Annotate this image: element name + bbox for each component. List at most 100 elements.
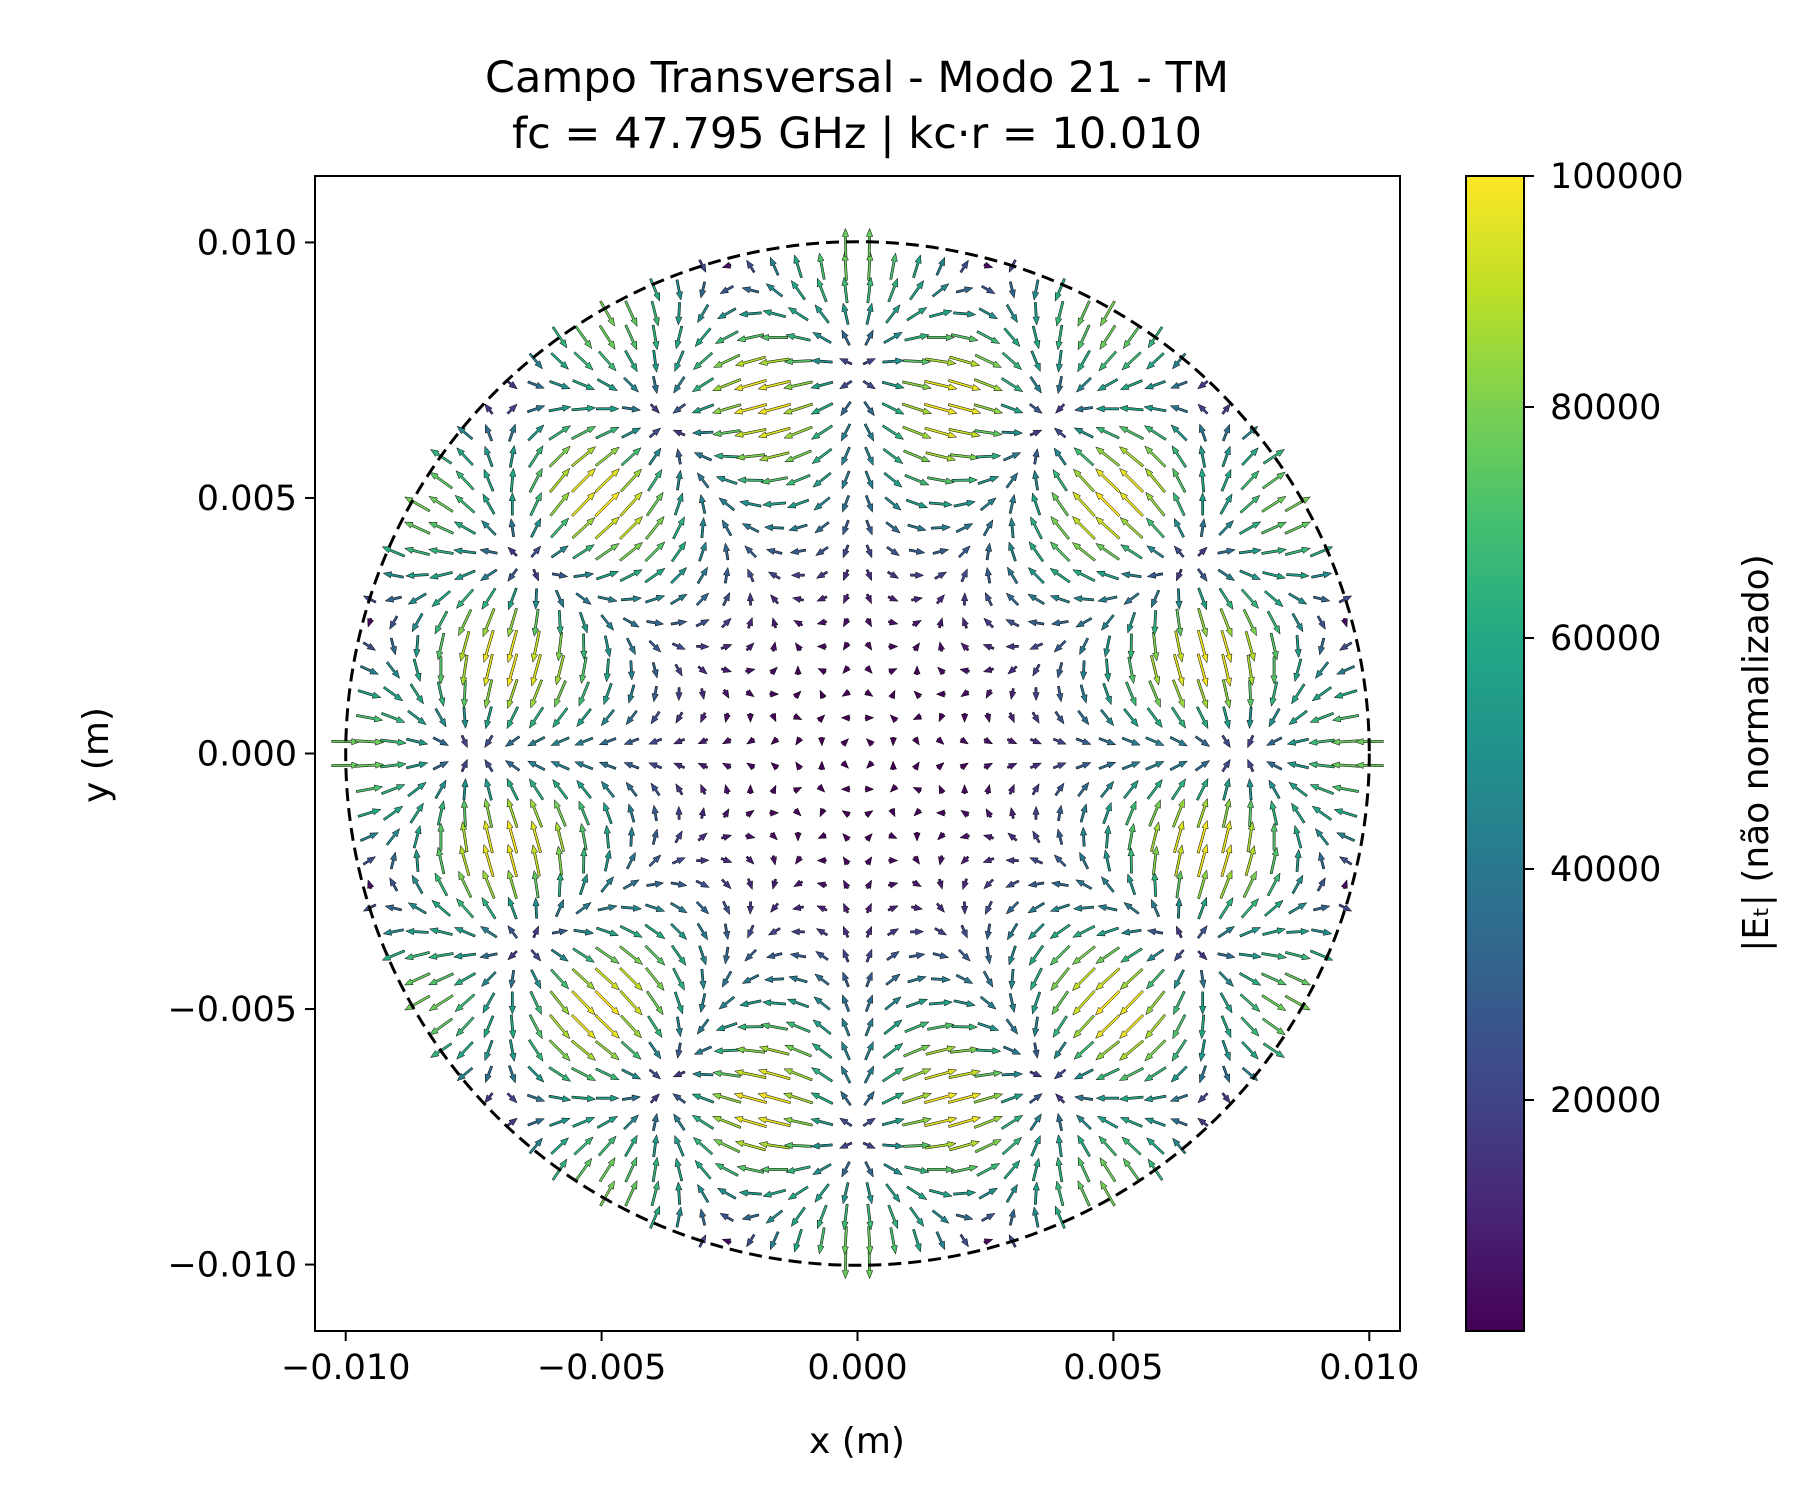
field-arrow — [1335, 832, 1356, 842]
field-arrow — [508, 492, 516, 516]
field-arrow — [1100, 876, 1115, 893]
field-arrow — [979, 995, 997, 1010]
field-arrow — [979, 497, 997, 512]
field-arrow — [887, 618, 899, 626]
field-arrow — [603, 635, 612, 658]
field-arrow — [1003, 1159, 1021, 1180]
field-arrow — [816, 277, 828, 303]
field-arrow — [1262, 1042, 1286, 1058]
field-arrow — [882, 357, 905, 365]
field-arrow — [576, 707, 592, 728]
field-arrow — [1032, 448, 1040, 465]
field-arrow — [1221, 679, 1232, 710]
field-arrow — [506, 1117, 518, 1128]
field-arrow — [623, 1114, 640, 1131]
field-arrow — [951, 1023, 978, 1031]
field-arrow — [758, 357, 790, 366]
field-arrow — [841, 1203, 849, 1231]
field-arrow — [621, 1094, 642, 1102]
field-arrow — [980, 284, 996, 294]
field-arrow — [650, 782, 661, 797]
field-arrow — [1217, 926, 1236, 939]
field-arrow — [578, 800, 590, 826]
field-arrow — [1102, 682, 1112, 706]
field-arrow — [1075, 879, 1093, 890]
field-arrow — [923, 1092, 958, 1105]
field-arrow — [454, 494, 476, 514]
field-arrow — [983, 736, 994, 745]
field-arrow — [1330, 761, 1360, 769]
field-arrow — [1008, 993, 1017, 1014]
field-arrow — [759, 1165, 788, 1174]
field-arrow — [948, 427, 981, 438]
field-arrow — [648, 639, 662, 653]
field-arrow — [1079, 851, 1090, 870]
field-arrow — [913, 807, 923, 817]
field-arrow — [733, 379, 767, 391]
field-arrow — [819, 807, 827, 818]
field-arrow — [1144, 1039, 1167, 1062]
field-arrow — [984, 712, 992, 724]
field-arrow — [652, 1134, 660, 1158]
colorbar-tick-label: 60000 — [1550, 619, 1661, 659]
field-arrow — [793, 879, 804, 888]
field-arrow — [712, 353, 741, 368]
field-arrow — [1239, 927, 1262, 938]
field-arrow — [507, 423, 516, 442]
field-arrow — [1055, 1156, 1064, 1183]
field-arrow — [404, 951, 431, 961]
field-arrow — [693, 452, 713, 462]
field-arrow — [1199, 518, 1207, 538]
field-arrow — [482, 992, 496, 1014]
field-arrow — [1197, 896, 1208, 920]
field-arrow — [886, 928, 900, 937]
field-arrow — [713, 1047, 740, 1055]
field-arrow — [757, 379, 791, 391]
field-arrow — [1196, 678, 1209, 710]
field-arrow — [911, 879, 922, 888]
field-arrow — [787, 307, 809, 322]
field-arrow — [620, 595, 643, 603]
field-arrow — [460, 654, 469, 687]
field-arrow — [881, 424, 905, 440]
field-arrow — [691, 403, 715, 414]
field-arrow — [765, 1209, 784, 1224]
field-arrow — [745, 667, 756, 675]
field-arrow — [670, 541, 687, 563]
field-arrow — [771, 617, 779, 629]
field-arrow — [1198, 467, 1206, 493]
field-arrow — [527, 760, 546, 772]
field-arrow — [389, 851, 397, 870]
field-arrow — [1221, 1065, 1230, 1084]
field-arrow — [381, 546, 406, 558]
field-arrow — [579, 656, 588, 685]
field-arrow — [483, 679, 494, 710]
field-arrow — [910, 571, 925, 579]
field-arrow — [962, 878, 969, 891]
field-arrow — [909, 279, 925, 301]
field-arrow — [935, 736, 945, 745]
field-arrow — [428, 972, 455, 986]
field-arrow — [650, 1180, 660, 1207]
field-arrow — [1049, 944, 1071, 966]
field-arrow — [841, 1017, 851, 1037]
field-arrow — [1169, 735, 1188, 747]
field-arrow — [864, 1040, 874, 1061]
field-arrow — [719, 284, 735, 294]
field-arrow — [1261, 1017, 1286, 1036]
field-arrow — [745, 855, 755, 865]
field-arrow — [696, 472, 710, 489]
field-arrow — [842, 832, 851, 843]
field-arrow — [865, 569, 872, 582]
field-arrow — [551, 326, 568, 349]
field-arrow — [367, 617, 375, 628]
field-arrow — [1291, 612, 1304, 633]
field-arrow — [1269, 846, 1279, 875]
field-arrow — [1151, 898, 1161, 918]
field-arrow — [814, 521, 830, 534]
field-arrow — [675, 1042, 683, 1060]
field-arrow — [1286, 928, 1310, 936]
field-arrow — [695, 900, 710, 915]
field-arrow — [886, 950, 900, 961]
field-arrow — [649, 1205, 661, 1229]
